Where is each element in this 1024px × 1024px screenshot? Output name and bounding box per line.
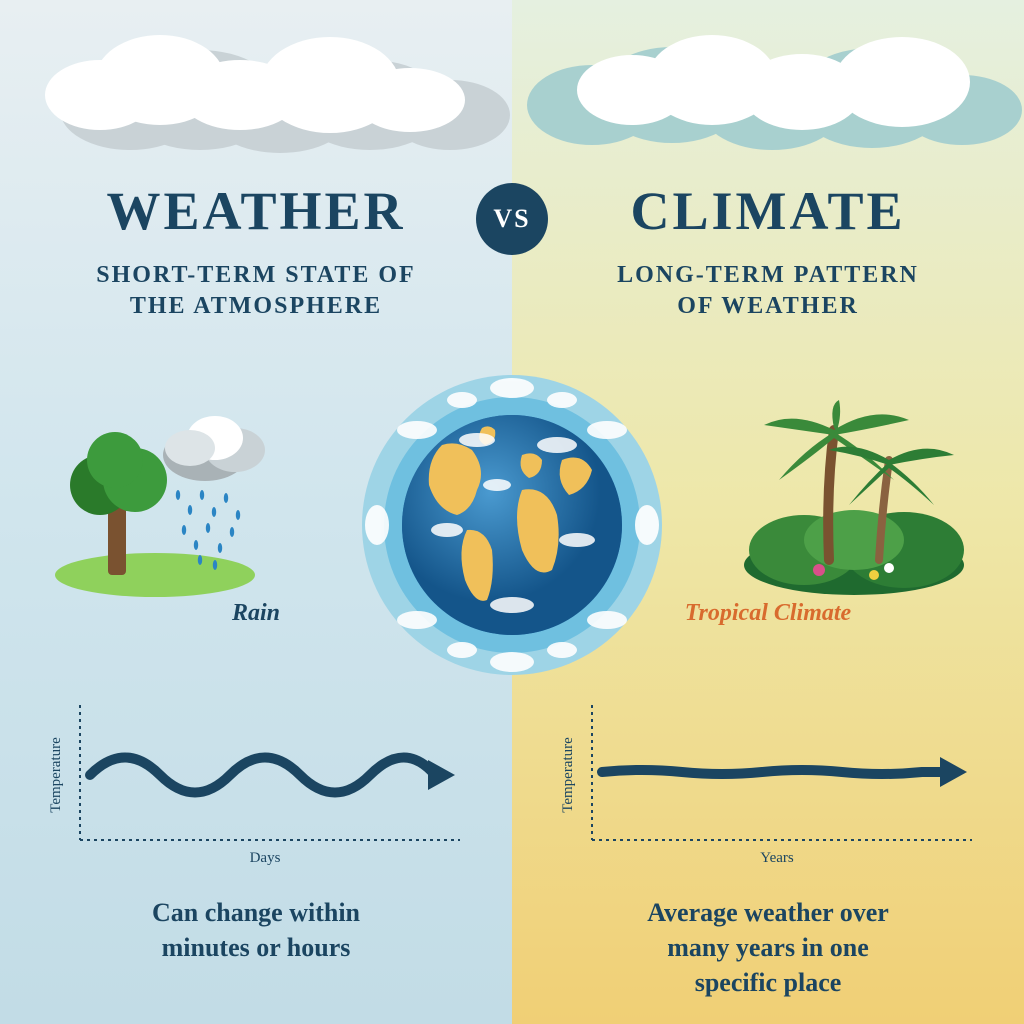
weather-subtitle: SHORT-TERM STATE OF THE ATMOSPHERE: [40, 260, 472, 322]
rain-illustration: [50, 400, 290, 600]
weather-chart-y-label: Temperature: [48, 737, 64, 813]
weather-chart-x-label: Days: [250, 850, 281, 866]
vs-badge: VS: [476, 183, 548, 255]
climate-bottom-text: Average weather over many years in one s…: [552, 895, 984, 1000]
climate-chart-y-label: Temperature: [560, 737, 576, 813]
climate-subtitle: LONG-TERM PATTERN OF WEATHER: [552, 260, 984, 322]
climate-chart: Temperature Years: [552, 700, 984, 870]
infographic-container: WEATHER SHORT-TERM STATE OF THE ATMOSPHE…: [0, 0, 1024, 1024]
weather-title: WEATHER: [40, 180, 472, 242]
climate-chart-x-label: Years: [760, 850, 794, 866]
vs-text: VS: [493, 204, 530, 234]
weather-bottom-text: Can change within minutes or hours: [40, 895, 472, 965]
weather-chart: Temperature Days: [40, 700, 472, 870]
clouds-right: [512, 20, 1024, 180]
clouds-left: [0, 20, 512, 180]
tropical-illustration: [734, 400, 974, 600]
climate-title: CLIMATE: [552, 180, 984, 242]
globe-icon: [357, 370, 667, 680]
